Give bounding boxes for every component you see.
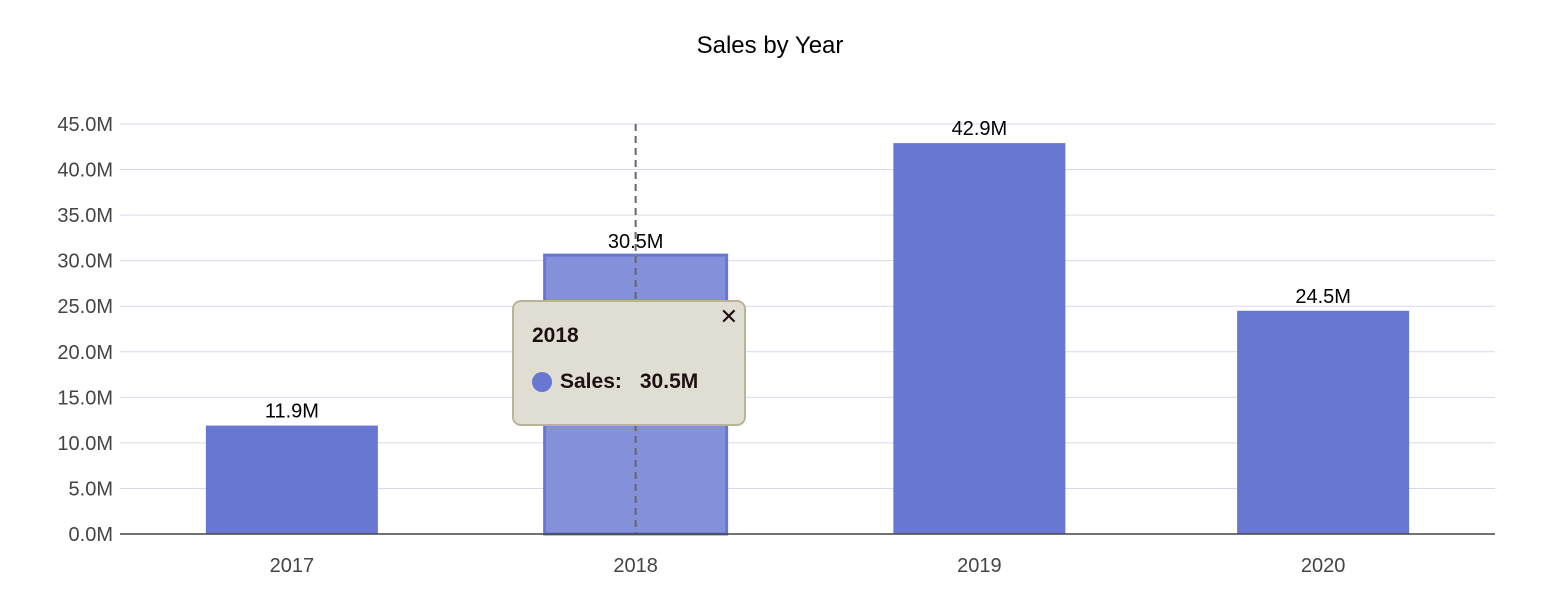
y-tick-label: 45.0M [57, 114, 113, 136]
y-tick-label: 35.0M [57, 205, 113, 227]
tooltip-value: 30.5M [639, 370, 699, 393]
x-tick-label: 2020 [1301, 555, 1346, 577]
y-tick-label: 15.0M [57, 387, 113, 409]
x-tick-label: 2019 [957, 555, 1002, 577]
x-tick-label: 2017 [270, 555, 315, 577]
data-label: 24.5M [1295, 286, 1351, 308]
data-label: 30.5M [608, 231, 664, 253]
tooltip-series-label: Sales: [560, 370, 622, 393]
data-label: 11.9M [265, 401, 319, 423]
bar [1237, 310, 1410, 534]
y-tick-label: 10.0M [57, 433, 113, 455]
tooltip-row: Sales: 30.5M [532, 370, 698, 394]
tooltip: 2018 Sales: 30.5M ✕ [512, 300, 746, 426]
chart-title: Sales by Year [697, 32, 844, 59]
x-tick-label: 2018 [613, 555, 658, 577]
tooltip-title: 2018 [532, 324, 579, 347]
y-tick-label: 40.0M [57, 160, 113, 182]
series-dot-icon [532, 372, 552, 392]
bar [893, 143, 1066, 534]
y-tick-label: 20.0M [57, 342, 113, 364]
data-label: 42.9M [952, 118, 1008, 140]
close-icon[interactable]: ✕ [719, 304, 738, 329]
y-tick-label: 30.0M [57, 251, 113, 273]
bar [205, 425, 378, 534]
y-tick-label: 0.0M [69, 524, 113, 546]
y-tick-label: 5.0M [69, 478, 113, 500]
y-tick-label: 25.0M [57, 296, 113, 318]
